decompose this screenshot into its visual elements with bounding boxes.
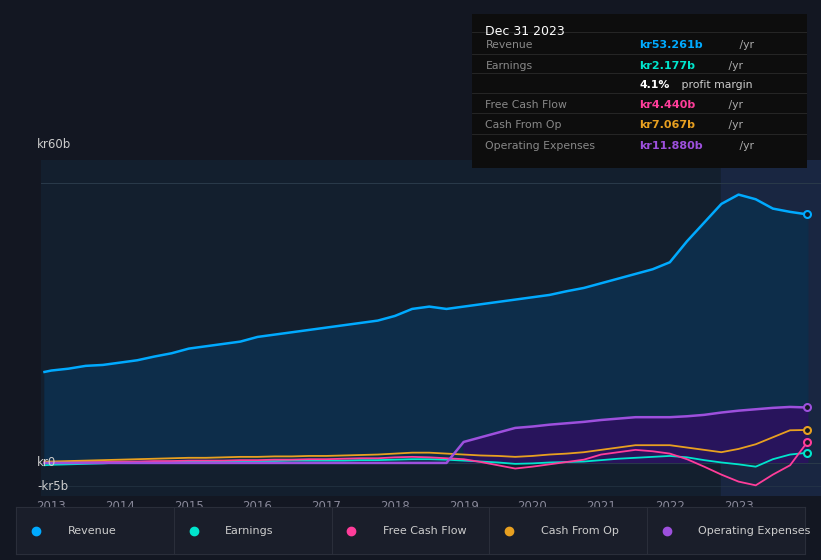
Text: kr53.261b: kr53.261b (640, 40, 703, 50)
Text: Free Cash Flow: Free Cash Flow (383, 526, 466, 535)
Text: Operating Expenses: Operating Expenses (698, 526, 810, 535)
Text: /yr: /yr (736, 142, 754, 151)
Text: kr0: kr0 (37, 456, 56, 469)
Text: /yr: /yr (725, 62, 743, 71)
Text: /yr: /yr (736, 40, 754, 50)
Text: profit margin: profit margin (678, 80, 753, 90)
Text: Earnings: Earnings (485, 62, 533, 71)
Text: kr7.067b: kr7.067b (640, 120, 695, 130)
Text: kr60b: kr60b (37, 138, 71, 151)
Text: Cash From Op: Cash From Op (485, 120, 562, 130)
Text: kr11.880b: kr11.880b (640, 142, 703, 151)
Text: /yr: /yr (725, 100, 743, 110)
Text: Earnings: Earnings (225, 526, 273, 535)
Bar (722, 160, 821, 496)
Text: Operating Expenses: Operating Expenses (485, 142, 595, 151)
Text: 4.1%: 4.1% (640, 80, 670, 90)
Text: Revenue: Revenue (485, 40, 533, 50)
Text: Revenue: Revenue (67, 526, 117, 535)
Text: kr2.177b: kr2.177b (640, 62, 695, 71)
Text: Free Cash Flow: Free Cash Flow (485, 100, 567, 110)
Text: Dec 31 2023: Dec 31 2023 (485, 25, 565, 38)
Text: Cash From Op: Cash From Op (540, 526, 618, 535)
Text: /yr: /yr (725, 120, 743, 130)
Text: -kr5b: -kr5b (37, 480, 68, 493)
Text: kr4.440b: kr4.440b (640, 100, 696, 110)
